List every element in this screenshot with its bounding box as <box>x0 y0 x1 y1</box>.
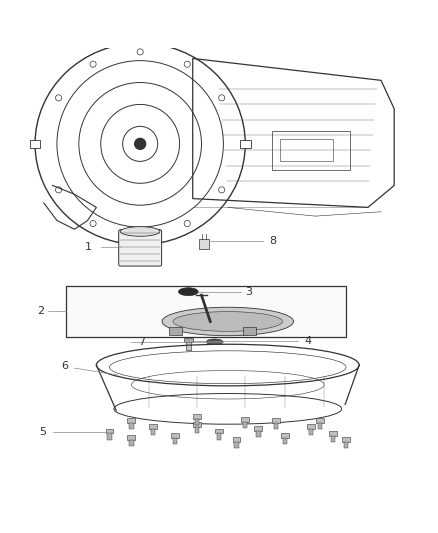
Ellipse shape <box>135 139 145 149</box>
Bar <box>234 442 239 448</box>
Bar <box>171 433 179 438</box>
Bar <box>106 429 113 433</box>
Bar <box>151 429 155 435</box>
Bar <box>135 39 145 47</box>
Text: 5: 5 <box>39 426 46 437</box>
Bar <box>215 429 223 433</box>
Bar <box>274 423 278 430</box>
Bar <box>186 342 191 350</box>
Bar <box>127 418 135 423</box>
Text: 7: 7 <box>138 337 145 347</box>
Bar <box>135 241 145 248</box>
Bar <box>254 426 262 431</box>
Bar <box>129 440 134 446</box>
Bar <box>256 431 261 437</box>
Bar <box>233 437 240 442</box>
Bar <box>193 422 201 427</box>
Bar <box>283 438 287 444</box>
Bar <box>127 435 135 440</box>
Bar <box>149 424 157 429</box>
Bar <box>329 431 337 435</box>
Bar <box>243 327 256 335</box>
Bar <box>331 435 335 442</box>
Bar <box>66 286 346 336</box>
Bar <box>169 327 182 335</box>
Bar <box>195 427 199 433</box>
Text: 6: 6 <box>61 361 68 372</box>
Text: 1: 1 <box>85 242 92 252</box>
Bar <box>240 140 251 148</box>
Text: 3: 3 <box>245 287 252 297</box>
Bar <box>193 414 201 419</box>
Bar <box>318 423 322 430</box>
Ellipse shape <box>179 288 198 296</box>
Ellipse shape <box>206 339 223 345</box>
Ellipse shape <box>120 227 160 236</box>
Bar <box>107 433 112 440</box>
Text: 8: 8 <box>269 236 276 246</box>
Bar <box>309 429 313 435</box>
Bar <box>241 417 249 422</box>
Bar <box>316 418 324 423</box>
Text: 4: 4 <box>304 335 311 345</box>
Bar <box>307 424 315 429</box>
Ellipse shape <box>173 312 283 332</box>
Text: 2: 2 <box>37 306 44 317</box>
Bar <box>281 433 289 438</box>
Bar <box>184 338 193 342</box>
Bar <box>199 239 209 248</box>
Bar <box>173 438 177 444</box>
Bar <box>342 437 350 442</box>
Bar <box>344 442 348 448</box>
FancyBboxPatch shape <box>119 230 162 266</box>
Bar <box>217 433 221 440</box>
Bar <box>280 140 333 161</box>
Ellipse shape <box>162 307 293 336</box>
Bar <box>272 131 350 170</box>
Bar <box>195 419 199 425</box>
Bar <box>129 423 134 430</box>
Bar <box>243 422 247 427</box>
Bar <box>272 418 280 423</box>
Bar <box>30 140 40 148</box>
